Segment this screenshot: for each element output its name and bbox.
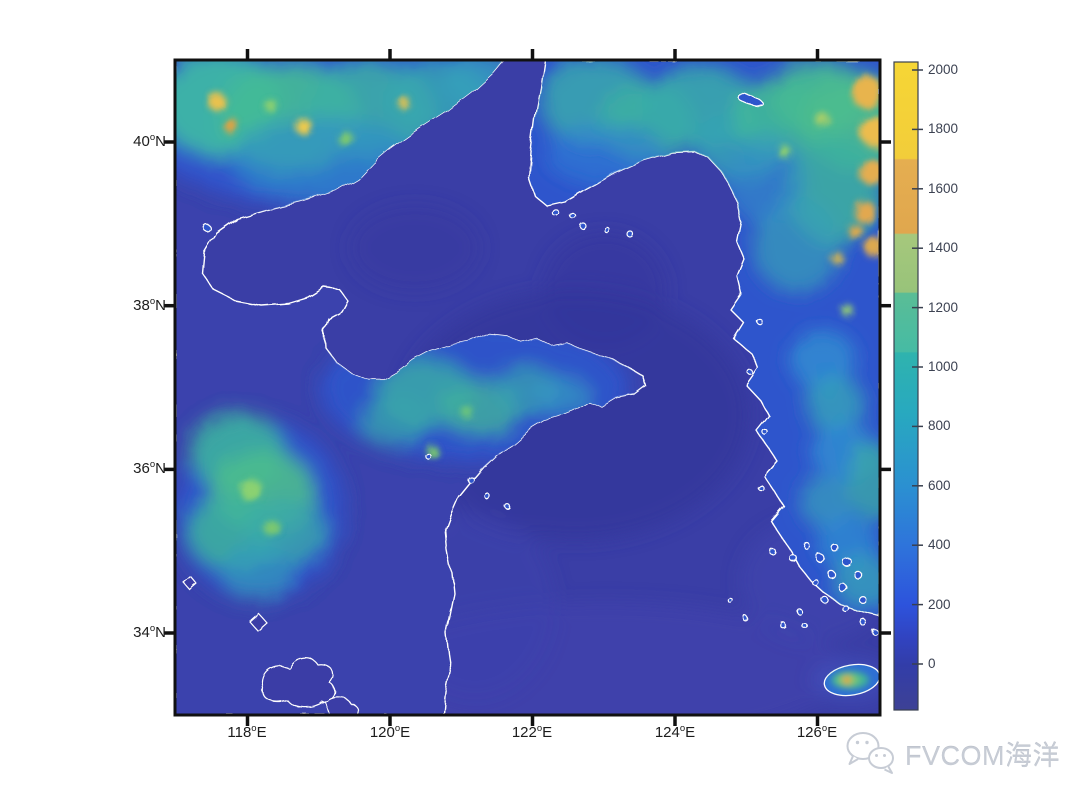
colorbar-tick-label: 2000 [928,62,959,77]
colorbar-tick-label: 800 [928,418,951,433]
watermark-text: FVCOM海洋 [905,740,1060,771]
axis-ticks [164,49,891,726]
y-tick-label-36n: 36oN [133,459,166,477]
y-tick-label-38n: 38oN [133,296,166,314]
x-tick-label-126e: 126oE [796,723,838,741]
x-tick-label-118e: 118oE [227,723,267,741]
map-raster [175,60,880,715]
colorbar-tick-label: 1800 [928,121,959,136]
colorbar-ticks [912,69,923,665]
landmass-mainland [175,60,647,715]
y-tick-label-34n: 34oN [133,623,166,641]
colorbar-tick-label: 1400 [928,240,959,255]
colorbar-tick-label: 400 [928,537,951,552]
colorbar-tick-label: 1000 [928,359,959,374]
colorbar-tick-label: 200 [928,597,951,612]
colorbar-tick-label: 1200 [928,300,959,315]
x-tick-label-120e: 120oE [369,723,411,741]
colorbar-tick-label: 600 [928,478,951,493]
colorbar-tick-label: 0 [928,656,936,671]
x-tick-label-122e: 122oE [511,723,553,741]
watermark: FVCOM海洋 [843,727,1075,779]
colorbar [893,61,923,711]
islands [203,93,879,636]
y-tick-label-40n: 40oN [133,132,166,150]
lakes [182,575,360,715]
wechat-icon [846,732,894,774]
x-tick-label-124e: 124oE [654,723,696,741]
plot-frame [173,58,882,717]
jeju-island [823,663,880,697]
colorbar-tick-label: 1600 [928,181,959,196]
